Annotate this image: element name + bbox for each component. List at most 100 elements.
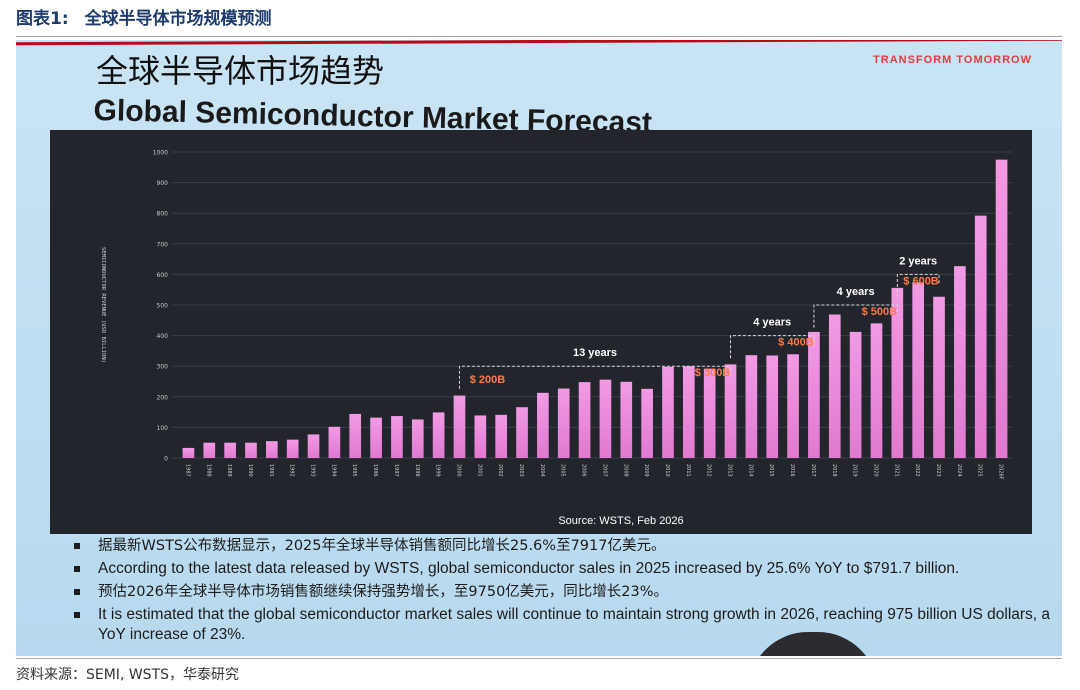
x-tick-label: 2003: [518, 464, 524, 477]
y-tick-label: 400: [157, 333, 169, 340]
milestone-duration-label: 4 years: [753, 317, 791, 329]
bar-2006: [578, 382, 591, 458]
chart-source: Source: WSTS, Feb 2026: [558, 515, 683, 527]
x-tick-label: 2017: [810, 464, 816, 477]
bullet-marker-icon: [74, 566, 80, 572]
bullet-item: According to the latest data released by…: [68, 559, 1058, 579]
x-tick-label: 1994: [330, 464, 336, 477]
x-tick-label: 2019: [852, 464, 858, 477]
milestone-value-label: $ 500B: [862, 306, 898, 318]
bullet-text: It is estimated that the global semicond…: [98, 606, 1051, 643]
bar-2020: [870, 323, 883, 458]
bottom-divider: [16, 658, 1062, 659]
bar-1994: [328, 426, 341, 458]
slide-photo: TRANSFORM TOMORROW 全球半导体市场趋势 Global Semi…: [16, 40, 1062, 656]
x-tick-label: 2010: [664, 464, 670, 477]
x-tick-label: 2018: [831, 464, 837, 477]
x-tick-label: 2013: [727, 464, 733, 477]
y-tick-label: 700: [157, 241, 169, 248]
bar-1998: [411, 419, 424, 458]
x-tick-label: 2007: [601, 464, 607, 477]
bar-2001: [474, 415, 487, 458]
bar-2008: [620, 381, 633, 458]
x-tick-label: 2005: [560, 464, 566, 477]
bar-2014: [745, 355, 758, 458]
x-tick-label: 2015: [768, 464, 774, 477]
x-tick-label: 1987: [184, 464, 190, 477]
y-tick-label: 600: [157, 272, 169, 279]
x-tick-label: 2021: [893, 464, 899, 477]
milestone-connector: [730, 335, 815, 359]
bar-2018: [828, 314, 841, 458]
y-tick-label: 100: [157, 425, 169, 432]
bullet-item: 据最新WSTS公布数据显示，2025年全球半导体销售额同比增长25.6%至791…: [68, 536, 1058, 556]
bar-2017: [808, 331, 820, 458]
bar-2021: [891, 287, 904, 458]
bar-chart: 0 100 200 300 400 500 600 700 800 900 1000 SEMICOND…: [100, 150, 1012, 527]
x-tick-label: 1999: [435, 464, 441, 477]
y-tick-label: 300: [157, 364, 169, 371]
figure-title: 全球半导体市场规模预测: [84, 9, 272, 29]
y-tick-label: 800: [157, 211, 169, 218]
slide-title-cn: 全球半导体市场趋势: [96, 52, 385, 90]
bar-1987: [182, 447, 195, 458]
x-tick-label: 1988: [205, 464, 211, 477]
bar-2005: [557, 388, 570, 458]
bar-2011: [682, 366, 695, 458]
y-tick-label: 1000: [153, 150, 168, 157]
bar-1992: [286, 439, 299, 458]
y-axis-label: SEMICONDUCTOR REVENUE (USD BILLION): [100, 247, 106, 363]
x-tick-label: 2000: [455, 464, 461, 477]
bar-2003: [516, 407, 528, 458]
x-tick-label: 2024: [956, 464, 962, 477]
bullet-marker-icon: [74, 612, 80, 618]
x-tick-label: 2023: [935, 464, 941, 477]
bar-2009: [641, 388, 653, 458]
x-tick-label: 1995: [351, 464, 357, 477]
bar-2015: [766, 355, 779, 458]
milestone-duration-label: 13 years: [573, 347, 617, 359]
y-tick-label: 0: [164, 456, 168, 463]
bar-1993: [307, 434, 320, 458]
slide-top-bar: [16, 40, 1062, 46]
bar-2010: [662, 366, 674, 458]
x-tick-label: 1997: [393, 464, 399, 477]
x-tick-label: 1990: [247, 464, 253, 477]
bar-2016: [787, 354, 799, 458]
x-tick-label: 2026F: [998, 464, 1004, 480]
bullet-marker-icon: [74, 543, 80, 549]
x-tick-label: 2011: [685, 464, 691, 477]
bar-1989: [224, 442, 236, 458]
bar-2019: [849, 331, 862, 458]
bar-2013: [724, 364, 737, 458]
bar-1996: [370, 417, 382, 458]
x-tick-label: 2020: [872, 464, 878, 477]
x-tick-label: 1998: [414, 464, 420, 477]
bar-2023: [933, 296, 945, 458]
bar-2024: [954, 266, 966, 458]
y-tick-label: 500: [157, 303, 169, 310]
bar-2026F: [995, 159, 1008, 458]
x-tick-label: 2004: [539, 464, 545, 477]
bar-2025: [974, 215, 987, 458]
bar-2002: [495, 414, 508, 458]
top-divider: [16, 36, 1062, 37]
x-tick-label: 2025: [977, 464, 983, 477]
x-tick-label: 2016: [789, 464, 795, 477]
bullet-list: 据最新WSTS公布数据显示，2025年全球半导体销售额同比增长25.6%至791…: [68, 536, 1058, 648]
bullet-item: It is estimated that the global semicond…: [68, 605, 1058, 645]
bar-2004: [537, 392, 549, 458]
bar-1997: [391, 416, 403, 458]
bar-2007: [599, 379, 612, 458]
x-tick-label: 1996: [372, 464, 378, 477]
milestone-value-label: $ 600B: [903, 275, 939, 287]
x-tick-label: 1992: [289, 464, 295, 477]
bar-1999: [432, 412, 445, 458]
milestone-duration-label: 4 years: [837, 286, 875, 298]
x-tick-label: 2008: [622, 464, 628, 477]
figure-number: 图表1:: [16, 9, 69, 29]
bar-1991: [265, 441, 278, 458]
bar-2022: [912, 282, 925, 458]
x-tick-label: 2014: [747, 464, 753, 477]
bullet-item: 预估2026年全球半导体市场销售额继续保持强势增长，至9750亿美元，同比增长2…: [68, 582, 1058, 602]
